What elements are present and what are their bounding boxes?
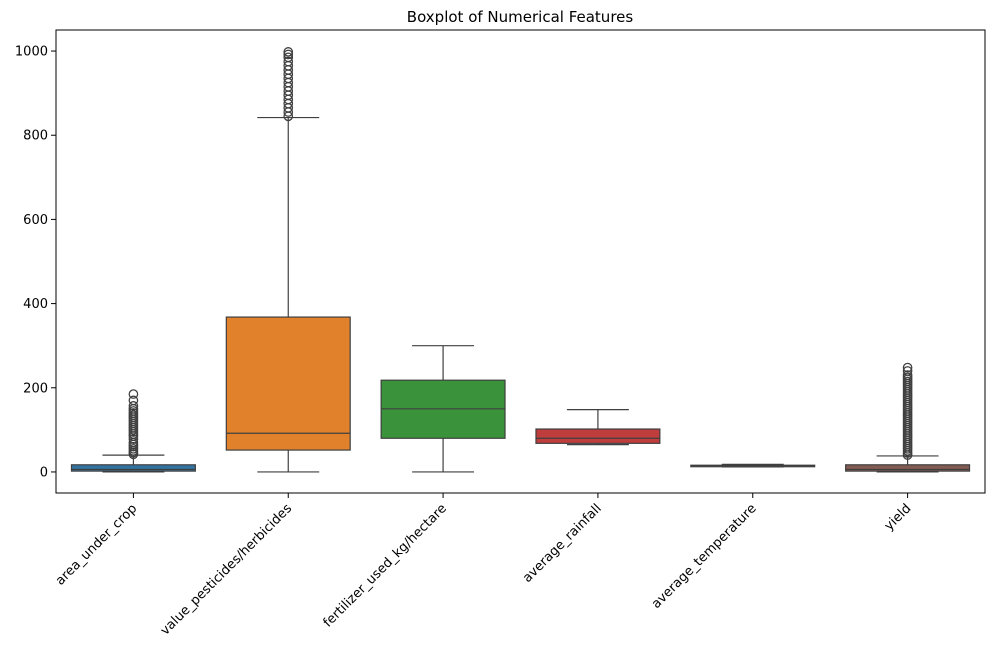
box-1 (225, 316, 351, 451)
outlier-point (902, 366, 913, 376)
y-tick-label: 800 (23, 129, 48, 144)
box-0 (70, 464, 196, 472)
y-tick-label: 200 (23, 381, 48, 396)
outlier-point (283, 56, 294, 67)
box-5 (845, 464, 971, 472)
box-3 (535, 428, 661, 444)
chart-title: Boxplot of Numerical Features (407, 8, 634, 26)
outlier-point (283, 52, 294, 63)
y-tick-label: 600 (23, 213, 48, 228)
y-tick-label: 0 (40, 465, 48, 480)
outlier-point (283, 49, 294, 60)
plot-frame (55, 29, 986, 494)
outlier-point (128, 395, 139, 406)
outlier-point (902, 362, 913, 373)
y-tick-label: 1000 (15, 45, 48, 60)
outlier-point (128, 389, 139, 399)
outlier-point (128, 401, 139, 411)
outlier-point (283, 47, 294, 57)
y-tick-label: 400 (23, 297, 48, 312)
outlier-point (128, 434, 139, 444)
outlier-point (902, 370, 913, 380)
